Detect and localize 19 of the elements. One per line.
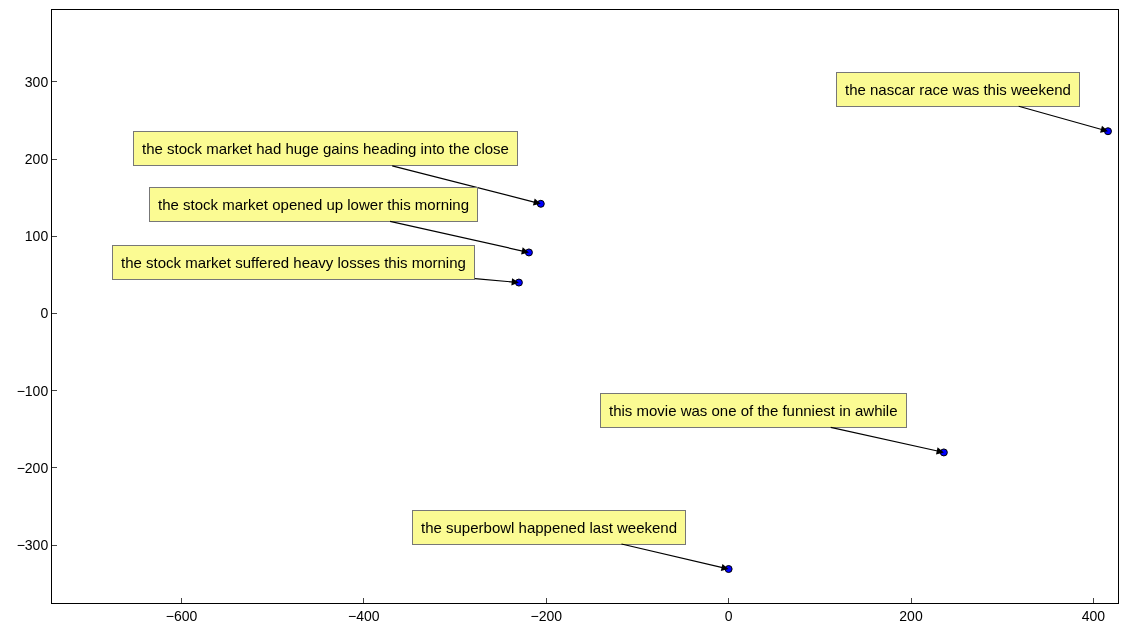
annotation: the stock market had huge gains heading into the close [142,140,509,157]
x-tick-label: −600 [165,607,198,624]
x-tick-label: −400 [348,607,380,624]
y-tick-label: −200 [16,459,49,476]
annotation: the superbowl happened last weekend [421,519,678,536]
annotation: the stock market suffered heavy losses this morning [121,254,466,271]
y-tick-label: 300 [24,73,49,90]
y-tick-label: −100 [16,382,49,399]
y-tick-label: 0 [40,305,49,322]
y-tick-label: 200 [24,150,49,167]
annotation: the nascar race was this weekend [845,81,1071,98]
annotation: this movie was one of the funniest in awhile [609,402,898,419]
y-tick-label: 100 [24,228,49,245]
x-tick-label: −200 [530,607,563,624]
y-tick-label: −300 [16,536,49,553]
x-tick-label: 200 [899,607,923,624]
x-tick-label: 400 [1081,607,1106,624]
annotation: the stock market opened up lower this morning [158,196,469,213]
x-tick-label: 0 [724,607,733,624]
